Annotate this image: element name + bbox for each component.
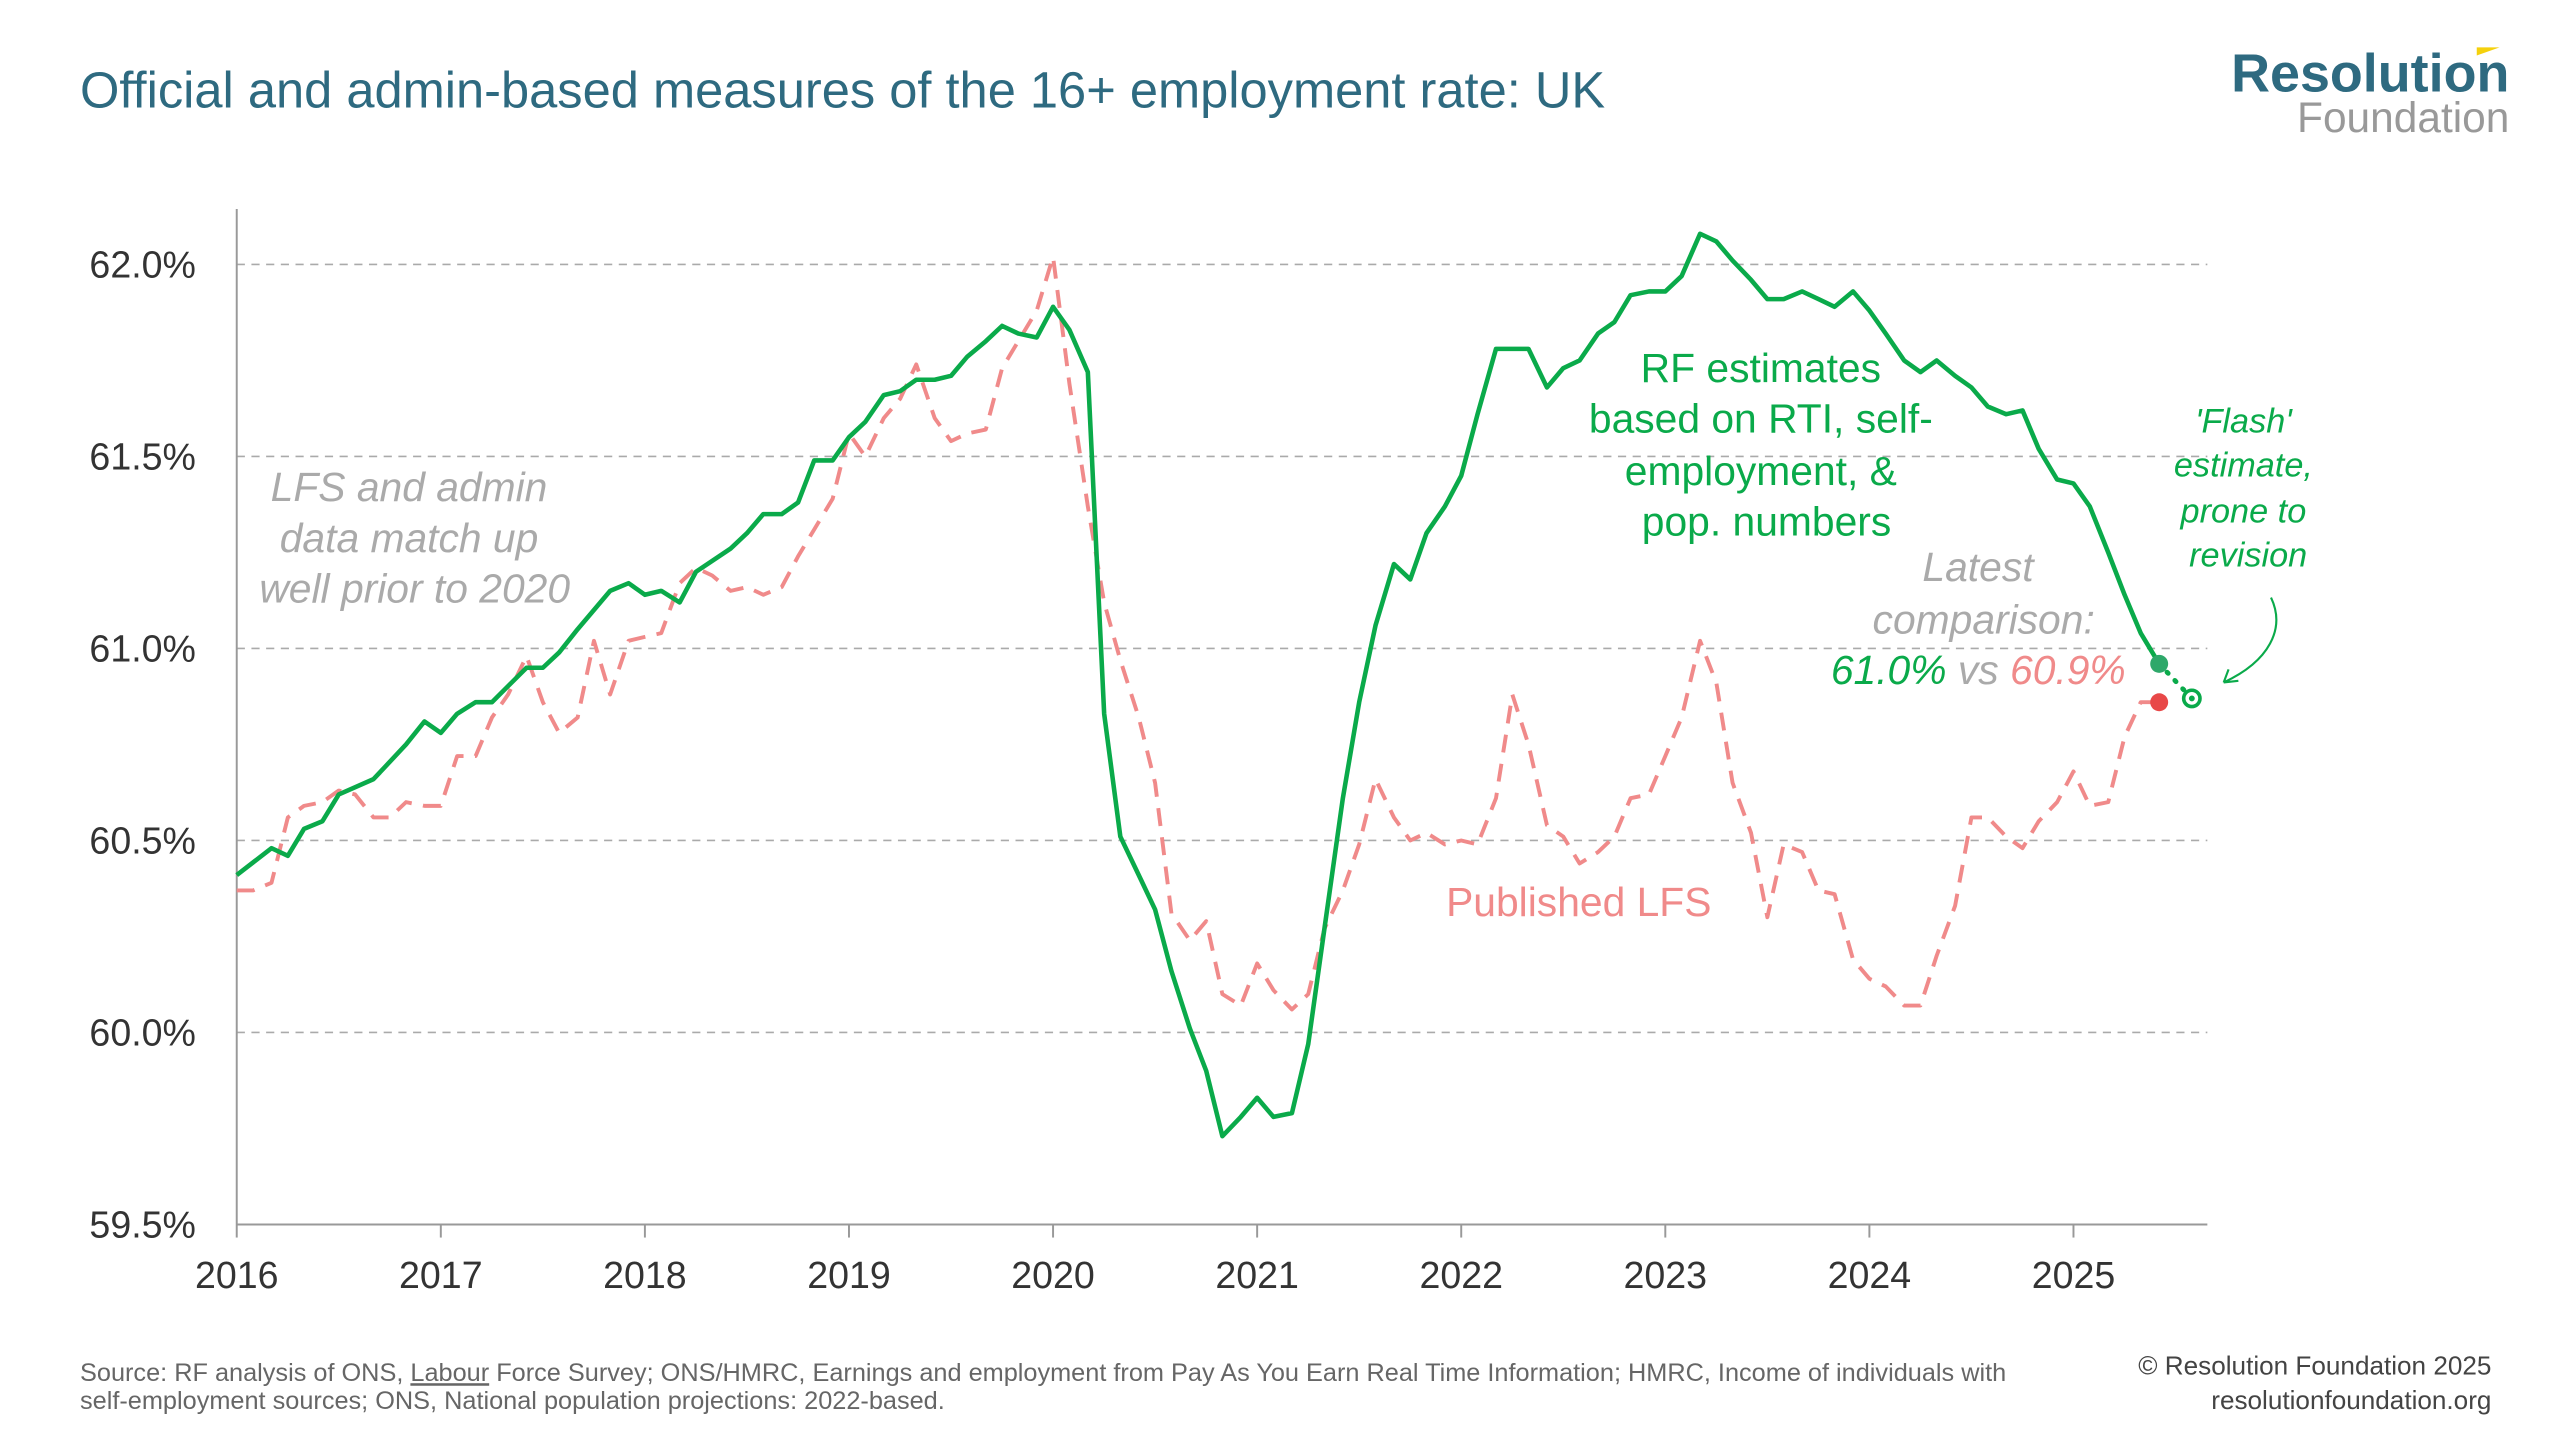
annotation-latest-comparison: Latest comparison: [1873, 544, 2095, 642]
rf-flash-point-center [2188, 695, 2195, 702]
y-tick-label: 62.0% [89, 244, 195, 286]
x-tick-label: 2024 [1828, 1254, 1912, 1296]
axes: 59.5% 60.0% 60.5% 61.0% 61.5% 62.0% 2016 2017 20… [89, 208, 2208, 1296]
annotation-line: based on RTI, self- [1589, 396, 1933, 442]
annotation-line: comparison: [1873, 596, 2095, 642]
series-layer [235, 231, 2202, 1139]
footer: Source: RF analysis of ONS, Labour Force… [80, 1351, 2491, 1415]
annotations: LFS and admin data match up well prior t… [259, 345, 2323, 925]
latest-rf-value: 61.0% [1831, 647, 1947, 693]
annotation-line: estimate, [2174, 447, 2313, 485]
annotation-line: pop. numbers [1642, 499, 1891, 545]
annotation-line: employment, & [1625, 448, 1897, 494]
x-tick-label: 2025 [2032, 1254, 2116, 1296]
y-tick-label: 61.0% [89, 628, 195, 670]
website[interactable]: resolutionfoundation.org [2211, 1385, 2491, 1415]
rf-flash-connector [2156, 661, 2195, 701]
x-tick-label: 2019 [807, 1254, 891, 1296]
y-tick-label: 60.5% [89, 820, 195, 862]
x-tick-label: 2018 [603, 1254, 687, 1296]
annotation-line: Latest [1922, 544, 2035, 590]
logo-accent-mark [2476, 47, 2500, 56]
y-tick-label: 59.5% [89, 1204, 195, 1246]
copyright: © Resolution Foundation 2025 [2138, 1351, 2491, 1381]
chart-title: Official and admin-based measures of the… [80, 62, 1605, 119]
annotation-latest-values: 61.0% vs 60.9% [1831, 647, 2126, 693]
lfs-latest-point [2150, 693, 2169, 712]
annotation-line: data match up [280, 515, 539, 561]
source-line-2: self-employment sources; ONS, National p… [80, 1387, 945, 1415]
source-suffix: Force Survey; ONS/HMRC, Earnings and emp… [489, 1359, 2006, 1387]
annotation-line: prone to [2180, 492, 2307, 530]
x-tick-label: 2023 [1624, 1254, 1708, 1296]
annotation-line: well prior to 2020 [259, 565, 570, 611]
annotation-flash: 'Flash' estimate, prone to revision [2174, 403, 2323, 575]
annotation-line: 'Flash' [2195, 403, 2293, 441]
rf-latest-point [2150, 654, 2169, 673]
x-tick-label: 2020 [1011, 1254, 1095, 1296]
source-line-1: Source: RF analysis of ONS, Labour Force… [80, 1359, 2006, 1387]
annotation-line: RF estimates [1641, 345, 1881, 391]
annotation-published-lfs: Published LFS [1446, 879, 1711, 925]
source-prefix: Source: RF analysis of ONS, [80, 1359, 410, 1387]
annotation-line: LFS and admin [271, 464, 548, 510]
flash-arrow-icon [2222, 597, 2278, 684]
annotation-lfs-admin: LFS and admin data match up well prior t… [259, 464, 570, 611]
y-tick-label: 61.5% [89, 436, 195, 478]
logo-line2: Foundation [2297, 94, 2509, 141]
latest-vs: vs [1958, 647, 1999, 693]
latest-lfs-value: 60.9% [2010, 647, 2126, 693]
annotation-line: revision [2189, 537, 2307, 575]
x-tick-label: 2017 [399, 1254, 483, 1296]
annotation-rf-estimates: RF estimates based on RTI, self- employm… [1589, 345, 1944, 544]
x-tick-label: 2016 [195, 1254, 279, 1296]
x-tick-label: 2022 [1419, 1254, 1503, 1296]
y-tick-label: 60.0% [89, 1012, 195, 1054]
rf-line [235, 231, 2162, 1139]
x-tick-label: 2021 [1215, 1254, 1299, 1296]
logo-line1: Resolution [2231, 43, 2509, 103]
lfs-line [236, 254, 2160, 1012]
logo: Resolution Foundation [2231, 43, 2509, 141]
source-link[interactable]: Labour [410, 1359, 489, 1387]
